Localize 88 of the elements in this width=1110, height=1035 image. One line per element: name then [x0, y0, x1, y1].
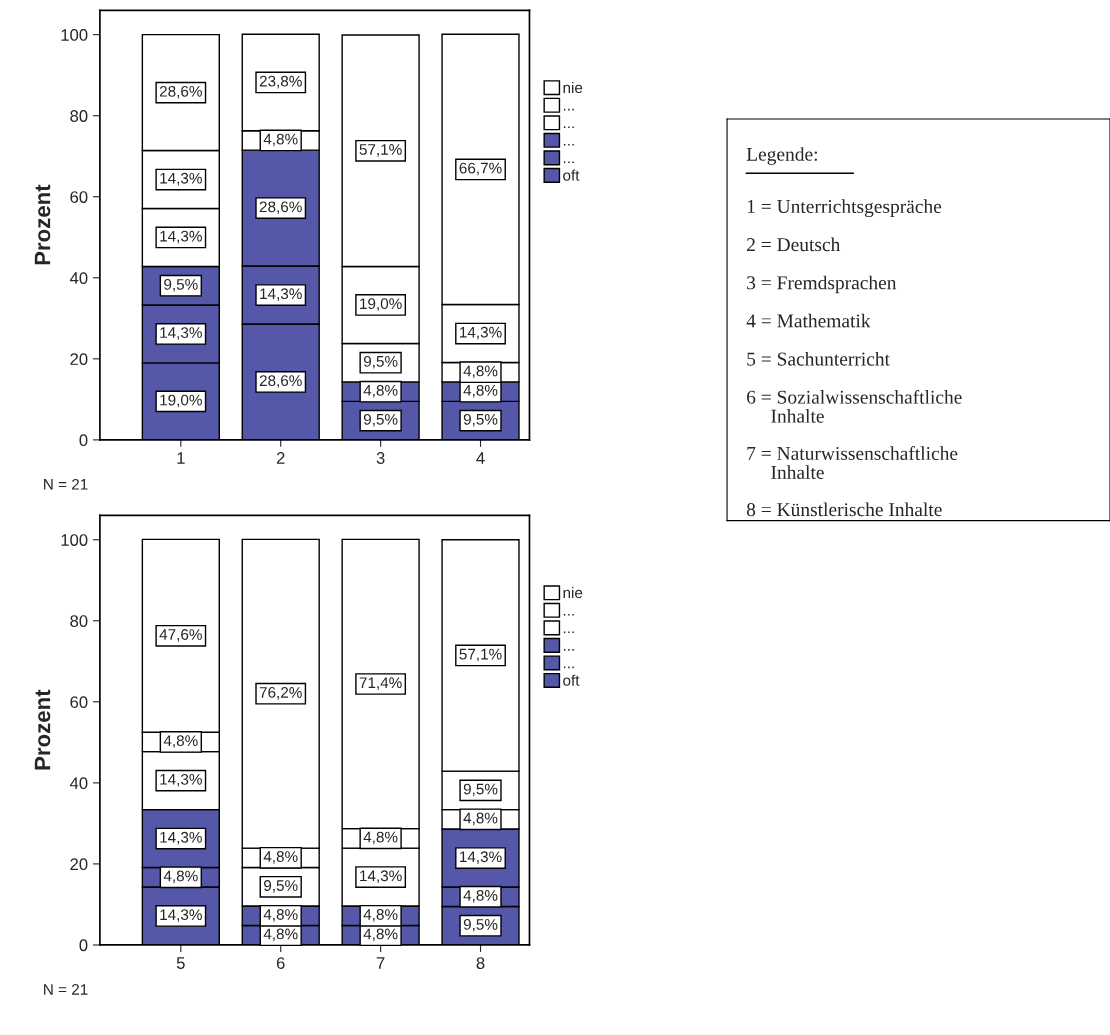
x-tick-label: 7: [376, 957, 385, 969]
data-label: 28,6%: [259, 375, 302, 388]
data-label: 4,8%: [363, 928, 398, 942]
x-tick-label: 1: [177, 452, 185, 464]
y-tick-label: 20: [70, 858, 88, 871]
y-tick-label: 20: [70, 353, 88, 366]
data-label: 14,3%: [160, 773, 202, 787]
x-tick-label: 5: [176, 957, 185, 969]
y-tick-label: 40: [69, 777, 88, 790]
text: 7 = Naturwissenschaftliche Inhalte: [747, 446, 958, 479]
data-label: 4,8%: [463, 365, 498, 379]
text: 8 = Künstlerische Inhalte: [746, 502, 942, 517]
data-label: 9,5%: [463, 918, 498, 932]
data-label: 4,8%: [163, 735, 198, 748]
legend-label: ...: [563, 649, 574, 651]
data-label: 14,3%: [260, 288, 302, 301]
data-label: 4,8%: [263, 928, 298, 942]
text: N = 21: [44, 478, 88, 490]
y-axis-title: Prozent: [34, 689, 51, 770]
legend-label: ...: [563, 108, 574, 111]
text: Legende:: [746, 147, 817, 165]
legend-label: oft: [563, 674, 580, 686]
legend-label: nie: [563, 586, 583, 599]
y-tick-label: 40: [69, 272, 88, 284]
y-tick-label: 80: [70, 615, 88, 627]
y-tick-label: 60: [70, 696, 88, 709]
y-tick-label: 100: [61, 534, 88, 546]
data-label: 28,6%: [259, 201, 302, 214]
data-label: 4,8%: [463, 384, 498, 398]
data-label: 9,5%: [463, 783, 498, 797]
data-label: 14,3%: [460, 326, 502, 340]
data-label: 4,8%: [263, 909, 298, 922]
x-tick-label: 4: [476, 452, 485, 464]
text: 6 = Sozialwissenschaftliche Inhalte: [747, 389, 962, 423]
y-tick-label: 60: [70, 191, 88, 203]
data-label: 4,8%: [363, 384, 398, 398]
data-label: 14,3%: [160, 172, 202, 186]
y-tick-label: 100: [61, 29, 88, 41]
data-label: 4,8%: [463, 890, 498, 903]
data-label: 14,3%: [160, 831, 202, 845]
text: 3 = Fremdsprachen: [747, 275, 897, 294]
data-label: 14,3%: [160, 230, 202, 244]
text: 2 = Deutsch: [747, 237, 841, 252]
y-tick-label: 0: [79, 434, 88, 447]
data-label: 66,7%: [459, 162, 502, 176]
data-label: 14,3%: [160, 909, 202, 922]
data-label: 23,8%: [259, 75, 302, 89]
legend-label: ...: [563, 143, 574, 146]
data-label: 28,6%: [159, 85, 202, 99]
data-label: 14,3%: [160, 327, 202, 340]
x-tick-label: 3: [376, 452, 385, 464]
legend-label: ...: [563, 126, 574, 129]
text: 5 = Sachunterricht: [747, 351, 890, 366]
data-label: 4,8%: [463, 812, 498, 826]
data-label: 9,5%: [164, 278, 198, 292]
data-label: 9,5%: [264, 880, 298, 893]
data-label: 76,2%: [259, 687, 302, 700]
legend-label: ...: [563, 631, 574, 634]
data-label: 19,0%: [160, 394, 202, 408]
y-tick-label: 0: [79, 939, 88, 952]
x-tick-label: 2: [276, 452, 285, 464]
x-tick-label: 6: [276, 957, 285, 969]
data-label: 14,3%: [460, 851, 502, 864]
legend-label: oft: [563, 169, 580, 181]
data-label: 47,6%: [159, 629, 202, 642]
data-label: 57,1%: [359, 144, 402, 157]
data-label: 9,5%: [463, 413, 498, 427]
legend-label: nie: [563, 81, 583, 94]
y-axis-title: Prozent: [34, 184, 51, 265]
data-label: 4,8%: [263, 133, 298, 147]
text: N = 21: [44, 984, 88, 995]
text: 4 = Mathematik: [746, 313, 871, 328]
data-label: 9,5%: [363, 355, 398, 369]
legend-label: ...: [563, 161, 574, 164]
text: 1 = Unterrichtsgespräche: [747, 199, 942, 218]
x-tick-label: 8: [476, 957, 485, 969]
data-label: 9,5%: [363, 413, 398, 427]
data-label: 4,8%: [363, 909, 398, 922]
y-tick-label: 80: [70, 110, 88, 122]
data-label: 4,8%: [363, 831, 398, 845]
data-label: 4,8%: [163, 870, 198, 884]
data-label: 71,4%: [359, 677, 402, 690]
data-label: 4,8%: [263, 851, 298, 864]
data-label: 14,3%: [360, 870, 402, 883]
data-label: 57,1%: [459, 648, 502, 662]
data-label: 19,0%: [360, 298, 402, 311]
legend-label: ...: [563, 666, 574, 669]
legend-label: ...: [563, 613, 574, 616]
